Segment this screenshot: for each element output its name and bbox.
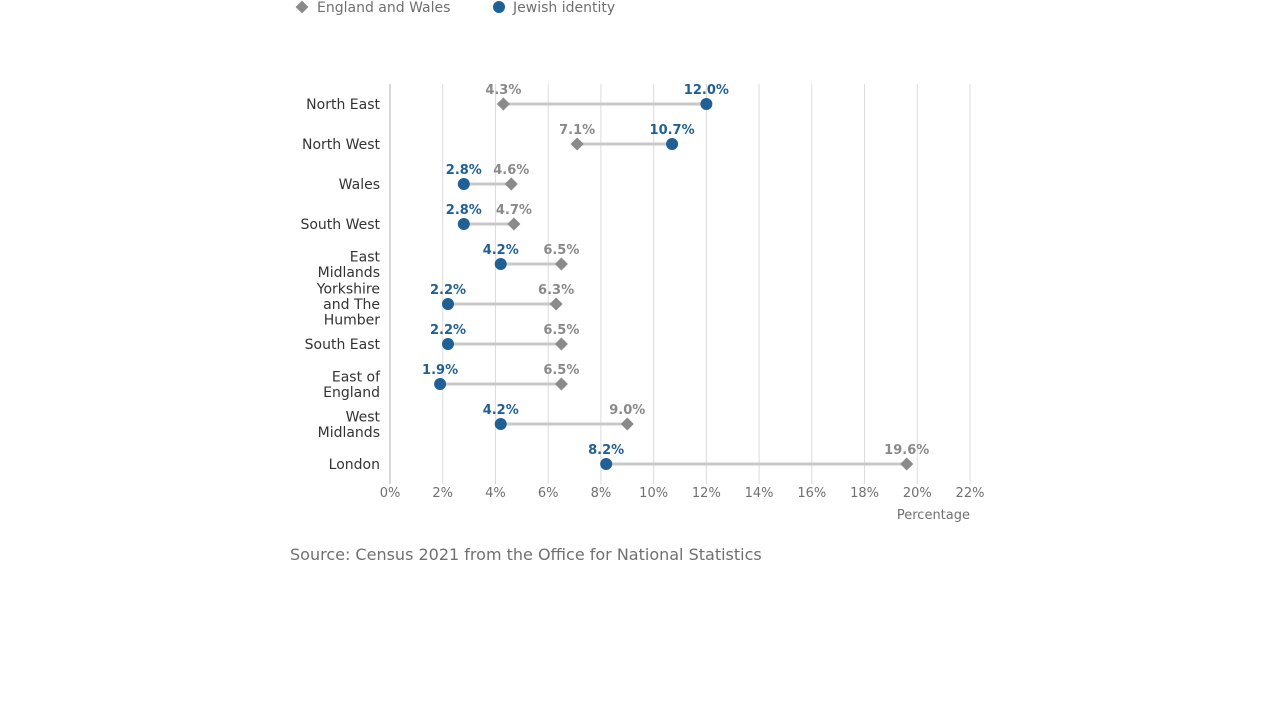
category-label: London bbox=[329, 457, 380, 473]
england-wales-value-label: 6.5% bbox=[543, 363, 579, 378]
england-wales-value-label: 19.6% bbox=[884, 443, 929, 458]
england-wales-marker bbox=[496, 97, 510, 111]
category-label: Yorkshire and The Humber bbox=[316, 282, 380, 329]
x-tick-label: 8% bbox=[591, 486, 612, 501]
category-label-line: East bbox=[350, 249, 381, 265]
legend-label-england-wales: England and Wales bbox=[317, 0, 450, 16]
category-label-line: West bbox=[346, 409, 381, 425]
category-label-line: Midlands bbox=[318, 425, 380, 441]
legend: England and Wales Jewish identity bbox=[295, 0, 615, 16]
x-axis-ticks: 0% 2% 4% 6% 8% 10% 12% 14% 16% 18% 20% 22% bbox=[380, 486, 985, 501]
jewish-identity-value-label: 2.8% bbox=[446, 203, 482, 218]
category-label-line: and The bbox=[323, 297, 380, 313]
category-label-line: Humber bbox=[324, 313, 381, 329]
england-wales-value-label: 6.5% bbox=[543, 243, 579, 258]
category-label-line: Yorkshire bbox=[316, 282, 380, 298]
england-wales-marker bbox=[554, 257, 568, 271]
legend-label-jewish-identity: Jewish identity bbox=[512, 0, 615, 16]
category-label-line: Midlands bbox=[318, 265, 380, 281]
england-wales-marker bbox=[570, 137, 584, 151]
x-tick-label: 18% bbox=[850, 486, 879, 501]
category-label-line: North West bbox=[302, 137, 381, 153]
circle-icon bbox=[493, 1, 505, 13]
england-wales-value-label: 4.6% bbox=[493, 163, 529, 178]
x-axis-title: Percentage bbox=[897, 508, 970, 523]
jewish-identity-value-label: 2.2% bbox=[430, 323, 466, 338]
category-label: East Midlands bbox=[318, 249, 381, 281]
jewish-identity-value-label: 1.9% bbox=[422, 363, 458, 378]
x-tick-label: 16% bbox=[797, 486, 826, 501]
england-wales-value-label: 7.1% bbox=[559, 123, 595, 138]
jewish-identity-value-label: 8.2% bbox=[588, 443, 624, 458]
jewish-identity-marker bbox=[666, 138, 679, 150]
connectors bbox=[440, 102, 907, 466]
source-note: Source: Census 2021 from the Office for … bbox=[290, 545, 762, 564]
category-label-line: Wales bbox=[339, 177, 380, 193]
england-wales-value-label: 6.5% bbox=[543, 323, 579, 338]
x-tick-label: 10% bbox=[639, 486, 668, 501]
category-label-line: England bbox=[323, 385, 380, 401]
gridlines bbox=[442, 84, 971, 484]
england-wales-marker bbox=[554, 337, 568, 351]
jewish-identity-marker bbox=[494, 258, 507, 270]
category-label: South East bbox=[305, 337, 381, 353]
england-wales-marker bbox=[504, 177, 518, 191]
england-wales-value-label: 9.0% bbox=[609, 403, 645, 418]
category-label-line: North East bbox=[306, 97, 380, 113]
x-tick-label: 22% bbox=[956, 486, 985, 501]
jewish-identity-value-label: 4.2% bbox=[483, 403, 519, 418]
jewish-identity-value-label: 2.8% bbox=[446, 163, 482, 178]
jewish-identity-marker bbox=[700, 98, 713, 110]
markers bbox=[434, 97, 914, 471]
england-wales-marker bbox=[507, 217, 521, 231]
category-label-line: London bbox=[329, 457, 380, 473]
x-tick-label: 6% bbox=[538, 486, 559, 501]
category-label: Wales bbox=[339, 177, 380, 193]
jewish-identity-marker bbox=[494, 418, 507, 430]
jewish-identity-value-label: 12.0% bbox=[684, 83, 729, 98]
jewish-identity-marker bbox=[457, 218, 470, 230]
jewish-identity-marker bbox=[442, 338, 454, 350]
value-labels: 4.3% 12.0% 7.1% 10.7% 4.6% 2.8% 4.7% 2.8% 6.5% 4.… bbox=[422, 83, 929, 458]
england-wales-value-label: 4.7% bbox=[496, 203, 532, 218]
england-wales-marker bbox=[900, 457, 914, 471]
england-wales-marker bbox=[554, 377, 568, 391]
category-label: North West bbox=[302, 137, 381, 153]
x-tick-label: 12% bbox=[692, 486, 721, 501]
england-wales-marker bbox=[549, 297, 563, 311]
category-label-line: South East bbox=[305, 337, 381, 353]
jewish-identity-marker bbox=[600, 458, 613, 470]
jewish-identity-value-label: 10.7% bbox=[650, 123, 695, 138]
england-wales-value-label: 4.3% bbox=[485, 83, 521, 98]
legend-item-england-wales[interactable]: England and Wales bbox=[295, 0, 451, 16]
category-label: East of England bbox=[323, 369, 381, 401]
jewish-identity-marker bbox=[457, 178, 470, 190]
category-label: North East bbox=[306, 97, 380, 113]
x-tick-label: 4% bbox=[485, 486, 506, 501]
category-label: West Midlands bbox=[318, 409, 381, 441]
jewish-identity-marker bbox=[442, 298, 454, 310]
jewish-identity-value-label: 2.2% bbox=[430, 283, 466, 298]
diamond-icon bbox=[295, 0, 309, 14]
x-tick-label: 14% bbox=[745, 486, 774, 501]
jewish-identity-marker bbox=[434, 378, 447, 390]
x-tick-label: 0% bbox=[380, 486, 401, 501]
legend-item-jewish-identity[interactable]: Jewish identity bbox=[493, 0, 615, 16]
x-tick-label: 2% bbox=[432, 486, 453, 501]
x-tick-label: 20% bbox=[903, 486, 932, 501]
england-wales-marker bbox=[620, 417, 634, 431]
jewish-identity-value-label: 4.2% bbox=[483, 243, 519, 258]
england-wales-value-label: 6.3% bbox=[538, 283, 574, 298]
category-label-line: South West bbox=[300, 217, 380, 233]
category-label-line: East of bbox=[332, 369, 381, 385]
category-label: South West bbox=[300, 217, 380, 233]
